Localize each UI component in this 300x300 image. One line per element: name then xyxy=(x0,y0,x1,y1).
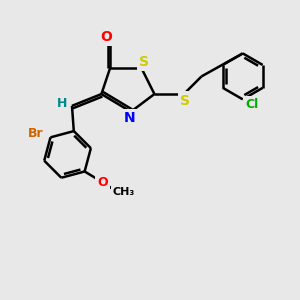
Text: N: N xyxy=(124,111,135,125)
Text: S: S xyxy=(139,55,149,69)
Text: O: O xyxy=(97,176,108,189)
Text: Br: Br xyxy=(28,127,44,140)
Text: O: O xyxy=(100,30,112,44)
Text: CH₃: CH₃ xyxy=(113,187,135,197)
Text: S: S xyxy=(180,94,190,107)
Text: Cl: Cl xyxy=(245,98,258,111)
Text: H: H xyxy=(57,97,68,110)
